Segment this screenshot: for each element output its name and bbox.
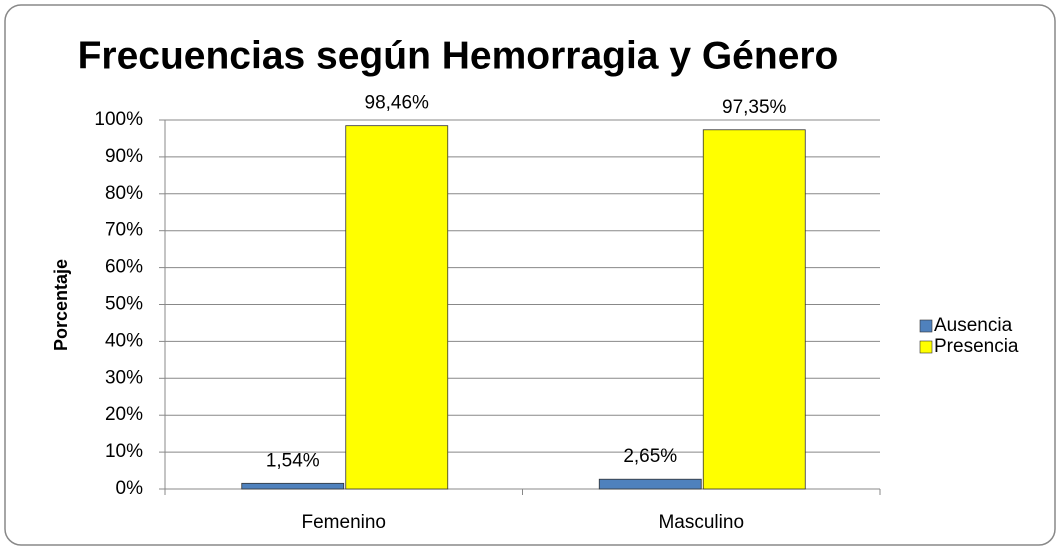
value-label: 2,65% xyxy=(623,446,677,467)
value-label: 98,46% xyxy=(365,93,430,114)
y-tick-label: 50% xyxy=(105,294,143,315)
y-tick-label: 20% xyxy=(105,404,143,425)
legend-label: Ausencia xyxy=(934,315,1013,336)
x-tick-label: Femenino xyxy=(302,512,387,533)
chart-title: Frecuencias según Hemorragia y Género xyxy=(78,34,839,77)
bar xyxy=(598,478,702,490)
bar xyxy=(241,482,345,490)
y-tick-label: 10% xyxy=(105,441,143,462)
legend-label: Presencia xyxy=(934,336,1019,357)
x-tick-label: Masculino xyxy=(658,512,744,533)
y-tick-label: 0% xyxy=(116,478,144,499)
y-tick-label: 60% xyxy=(105,257,143,278)
value-label: 97,35% xyxy=(722,97,787,118)
bar xyxy=(345,125,449,490)
y-tick-label: 30% xyxy=(105,367,143,388)
value-label: 1,54% xyxy=(266,450,320,471)
chart-frame xyxy=(4,4,1056,546)
y-axis-label: Porcentaje xyxy=(51,259,71,351)
legend-swatch xyxy=(919,340,933,354)
legend-swatch xyxy=(919,319,933,333)
bar xyxy=(702,129,806,490)
y-tick-label: 80% xyxy=(105,183,143,204)
y-tick-label: 40% xyxy=(105,330,143,351)
y-tick-label: 100% xyxy=(94,109,143,130)
y-tick-label: 90% xyxy=(105,146,143,167)
y-tick-label: 70% xyxy=(105,220,143,241)
